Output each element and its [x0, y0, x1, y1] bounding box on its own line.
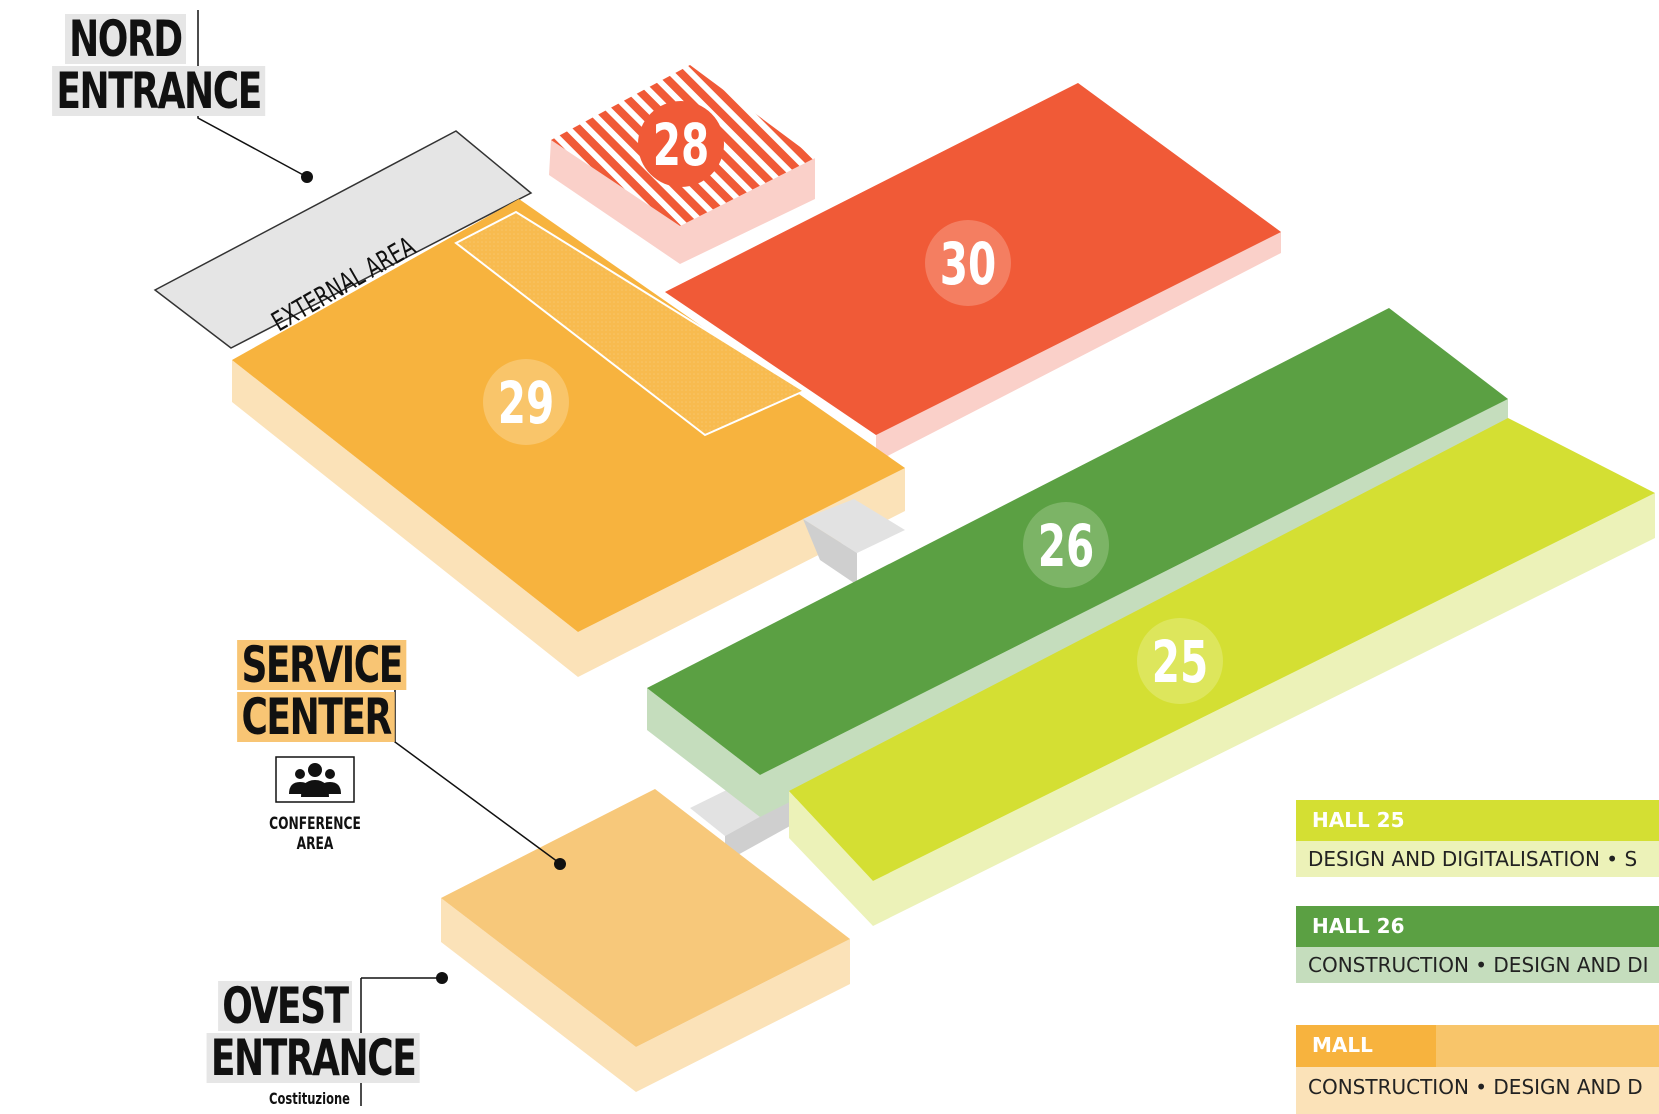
legend-hall-25-title: HALL 25 — [1296, 800, 1659, 841]
legend-hall-25: HALL 25 DESIGN AND DIGITALISATION • S — [1296, 800, 1659, 877]
service-center-line2: CENTER — [237, 692, 396, 742]
hall-28-number: 28 — [653, 112, 709, 179]
ovest-entrance-label: OVEST ENTRANCE — [206, 981, 420, 1083]
hall-25-badge — [1137, 618, 1223, 704]
service-center-line1: SERVICE — [237, 640, 407, 690]
hall-25-number: 25 — [1152, 629, 1208, 696]
people-icon — [289, 763, 341, 797]
ovest-entrance-line1: OVEST — [217, 981, 352, 1031]
service-center-label: SERVICE CENTER — [237, 640, 407, 742]
legend-mall: MALL CONSTRUCTION • DESIGN AND D — [1296, 1025, 1659, 1114]
ovest-entrance-marker — [436, 972, 448, 984]
hall-29[interactable] — [232, 199, 905, 677]
legend-hall-26-title: HALL 26 — [1296, 906, 1659, 947]
hall-26-badge — [1023, 502, 1109, 588]
service-center-marker — [554, 858, 566, 870]
external-area — [153, 130, 533, 349]
nord-entrance-label: NORD ENTRANCE — [52, 14, 266, 116]
legend-mall-desc: CONSTRUCTION • DESIGN AND D — [1296, 1067, 1659, 1114]
nord-entrance-line2: ENTRANCE — [52, 66, 266, 116]
hall-30-number: 30 — [940, 231, 996, 298]
hall-30-badge — [925, 220, 1011, 306]
mall-building[interactable] — [441, 789, 850, 1092]
ovest-entrance-line2: ENTRANCE — [206, 1033, 420, 1083]
legend-hall-26-desc: CONSTRUCTION • DESIGN AND DI — [1296, 947, 1659, 983]
hall-29-badge — [483, 359, 569, 445]
legend-mall-title: MALL — [1296, 1025, 1659, 1067]
hall-26-number: 26 — [1038, 513, 1094, 580]
legend-hall-25-desc: DESIGN AND DIGITALISATION • S — [1296, 841, 1659, 877]
hall-28-badge — [638, 101, 724, 187]
nord-entrance-marker — [301, 171, 313, 183]
nord-entrance-line1: NORD — [64, 14, 186, 64]
hall-29-number: 29 — [498, 370, 554, 437]
hall-25[interactable] — [789, 418, 1655, 926]
legend-hall-26: HALL 26 CONSTRUCTION • DESIGN AND DI — [1296, 906, 1659, 983]
conference-area-caption: CONFERENCE AREA — [269, 814, 361, 854]
ovest-entrance-sub: Costituzione — [269, 1089, 350, 1108]
